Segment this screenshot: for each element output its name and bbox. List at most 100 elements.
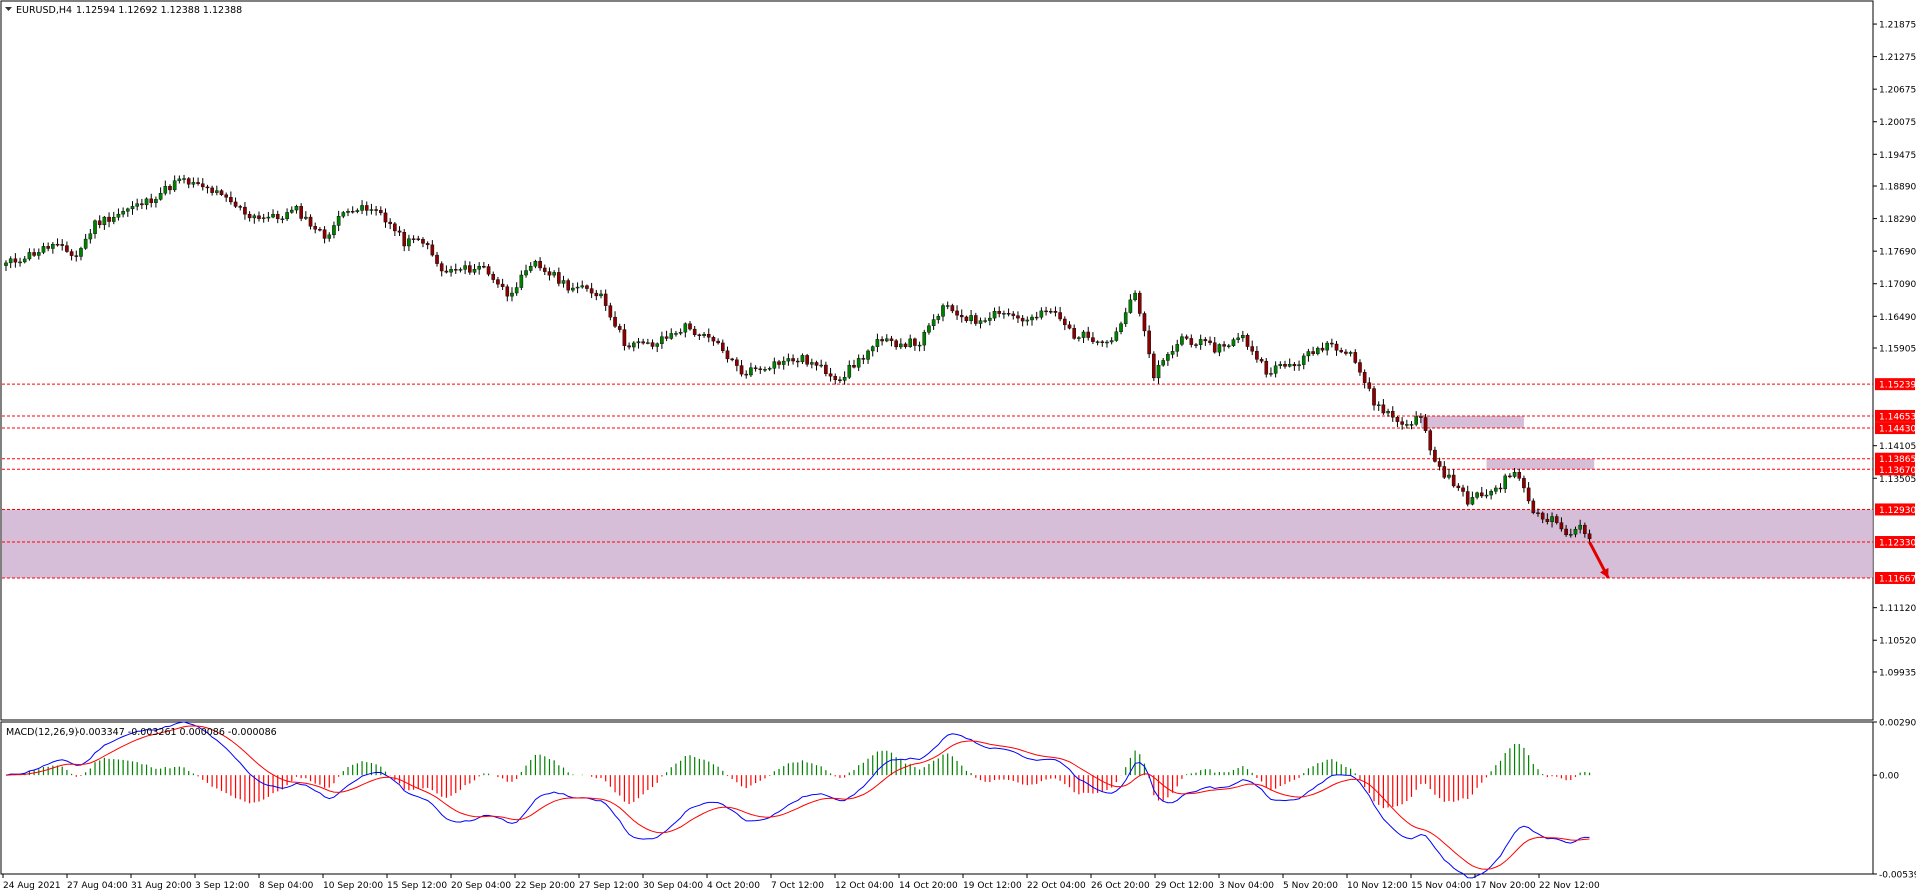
candle-body	[350, 211, 355, 213]
level-label-box	[1875, 452, 1915, 465]
candle-body	[280, 218, 285, 221]
candle-body	[627, 345, 631, 348]
candle-body	[1236, 337, 1240, 340]
candle-body	[1287, 364, 1292, 367]
candle-body	[1034, 316, 1039, 319]
candle-body	[336, 216, 341, 226]
candle-body	[411, 238, 416, 240]
candle-body	[88, 233, 93, 240]
price-tick-label: 1.14105	[1879, 442, 1916, 452]
candle-body	[725, 350, 730, 360]
candle-body	[838, 379, 842, 381]
candle-body	[575, 286, 580, 289]
candle-body	[1550, 516, 1554, 522]
zone-2	[1486, 458, 1595, 470]
candle-body	[519, 274, 524, 288]
candle-body	[397, 230, 402, 233]
candle-body	[683, 323, 688, 333]
candle-body	[1573, 528, 1578, 535]
candle-body	[959, 315, 964, 318]
candle-body	[964, 316, 969, 322]
candle-body	[528, 265, 533, 271]
candle-body	[805, 355, 809, 365]
candle-body	[149, 198, 154, 203]
candle-body	[866, 350, 870, 360]
forecast-arrow-icon	[1599, 567, 1609, 578]
time-tick-label: 15 Sep 12:00	[387, 881, 447, 891]
time-tick-label: 17 Nov 20:00	[1475, 881, 1536, 891]
candle-body	[622, 329, 627, 346]
candle-body	[346, 211, 350, 213]
candle-body	[154, 199, 158, 203]
price-panel[interactable]	[0, 0, 1874, 721]
candle-body	[186, 178, 191, 185]
candle-body	[608, 305, 613, 318]
candle-body	[1133, 292, 1137, 301]
candle-body	[1189, 338, 1194, 345]
candle-body	[182, 178, 186, 180]
candle-body	[247, 214, 252, 219]
candle-body	[435, 254, 439, 264]
candle-body	[1568, 534, 1573, 536]
price-tick-label: 1.21875	[1879, 21, 1916, 31]
candle-body	[1123, 312, 1128, 324]
candle-body	[1461, 487, 1465, 492]
candle-body	[763, 369, 767, 371]
candle-body	[1522, 478, 1526, 489]
candle-body	[1114, 331, 1119, 341]
candle-body	[177, 178, 182, 181]
candle-body	[168, 185, 172, 191]
candle-body	[22, 258, 27, 263]
candle-body	[1358, 362, 1362, 373]
candle-body	[1419, 416, 1423, 418]
macd-panel[interactable]	[0, 721, 1874, 875]
candle-body	[318, 229, 322, 231]
candle-body	[1119, 323, 1123, 333]
candle-body	[121, 211, 125, 215]
candle-body	[126, 208, 130, 212]
time-tick-label: 10 Nov 12:00	[1347, 881, 1408, 891]
candle-body	[1456, 485, 1461, 489]
candle-body	[997, 311, 1002, 314]
candle-body	[102, 216, 107, 226]
level-label: 1.14430	[1879, 425, 1916, 435]
candle-body	[1011, 313, 1016, 316]
candle-body	[1362, 372, 1367, 383]
candle-body	[753, 367, 758, 369]
candle-body	[969, 315, 973, 322]
candle-body	[1198, 339, 1203, 345]
level-label: 1.12930	[1879, 506, 1916, 516]
candle-body	[1559, 522, 1564, 530]
candle-body	[533, 260, 538, 267]
candle-body	[1512, 472, 1517, 477]
candle-body	[744, 373, 749, 376]
candle-body	[636, 341, 641, 344]
candle-body	[453, 269, 458, 271]
candle-body	[36, 252, 41, 256]
time-tick-label: 31 Aug 20:00	[131, 881, 192, 891]
candle-body	[1386, 411, 1390, 414]
candle-body	[1231, 339, 1236, 346]
signal-line	[5, 725, 1590, 870]
candle-body	[439, 263, 444, 272]
candle-body	[631, 342, 636, 348]
candle-body	[172, 180, 177, 191]
time-tick-label: 19 Oct 12:00	[963, 881, 1022, 891]
chart-dropdown-icon[interactable]	[5, 7, 12, 11]
candle-body	[894, 340, 898, 348]
candle-body	[828, 373, 833, 377]
candle-body	[1044, 310, 1048, 313]
candle-body	[458, 269, 463, 271]
candle-body	[875, 339, 880, 347]
macd-tick-label: 0.00	[1879, 772, 1899, 782]
candle-body	[1105, 341, 1109, 344]
candle-body	[1128, 299, 1133, 313]
candle-body	[1423, 417, 1428, 431]
candle-body	[1470, 497, 1475, 505]
candle-body	[215, 190, 219, 193]
candle-body	[229, 197, 233, 203]
candle-body	[1405, 424, 1409, 426]
candle-body	[716, 340, 720, 344]
candle-body	[1086, 331, 1091, 338]
candle-body	[758, 368, 763, 370]
